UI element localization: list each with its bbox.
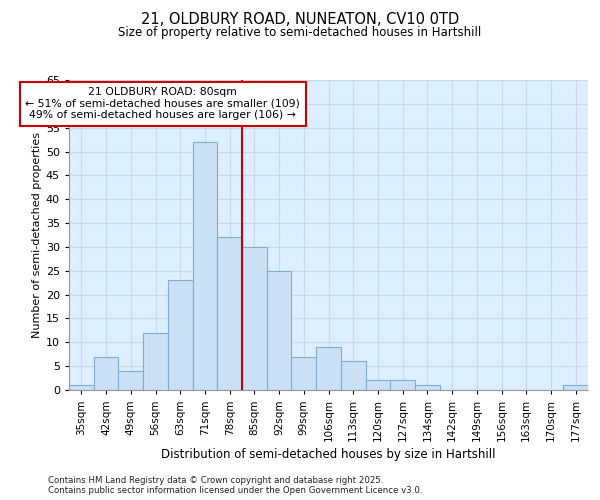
Bar bbox=[292, 356, 316, 390]
Text: Size of property relative to semi-detached houses in Hartshill: Size of property relative to semi-detach… bbox=[118, 26, 482, 39]
Bar bbox=[217, 238, 242, 390]
Bar bbox=[69, 385, 94, 390]
Bar bbox=[563, 385, 588, 390]
Bar bbox=[94, 356, 118, 390]
Bar bbox=[168, 280, 193, 390]
Bar bbox=[316, 347, 341, 390]
Text: 21, OLDBURY ROAD, NUNEATON, CV10 0TD: 21, OLDBURY ROAD, NUNEATON, CV10 0TD bbox=[141, 12, 459, 28]
Bar bbox=[415, 385, 440, 390]
Bar bbox=[118, 371, 143, 390]
Bar bbox=[193, 142, 217, 390]
Bar bbox=[390, 380, 415, 390]
Bar bbox=[341, 362, 365, 390]
Text: Contains HM Land Registry data © Crown copyright and database right 2025.
Contai: Contains HM Land Registry data © Crown c… bbox=[48, 476, 422, 495]
Bar bbox=[267, 271, 292, 390]
Text: 21 OLDBURY ROAD: 80sqm
← 51% of semi-detached houses are smaller (109)
49% of se: 21 OLDBURY ROAD: 80sqm ← 51% of semi-det… bbox=[25, 87, 301, 120]
Y-axis label: Number of semi-detached properties: Number of semi-detached properties bbox=[32, 132, 41, 338]
Bar bbox=[143, 333, 168, 390]
Bar bbox=[242, 247, 267, 390]
X-axis label: Distribution of semi-detached houses by size in Hartshill: Distribution of semi-detached houses by … bbox=[161, 448, 496, 461]
Bar bbox=[365, 380, 390, 390]
